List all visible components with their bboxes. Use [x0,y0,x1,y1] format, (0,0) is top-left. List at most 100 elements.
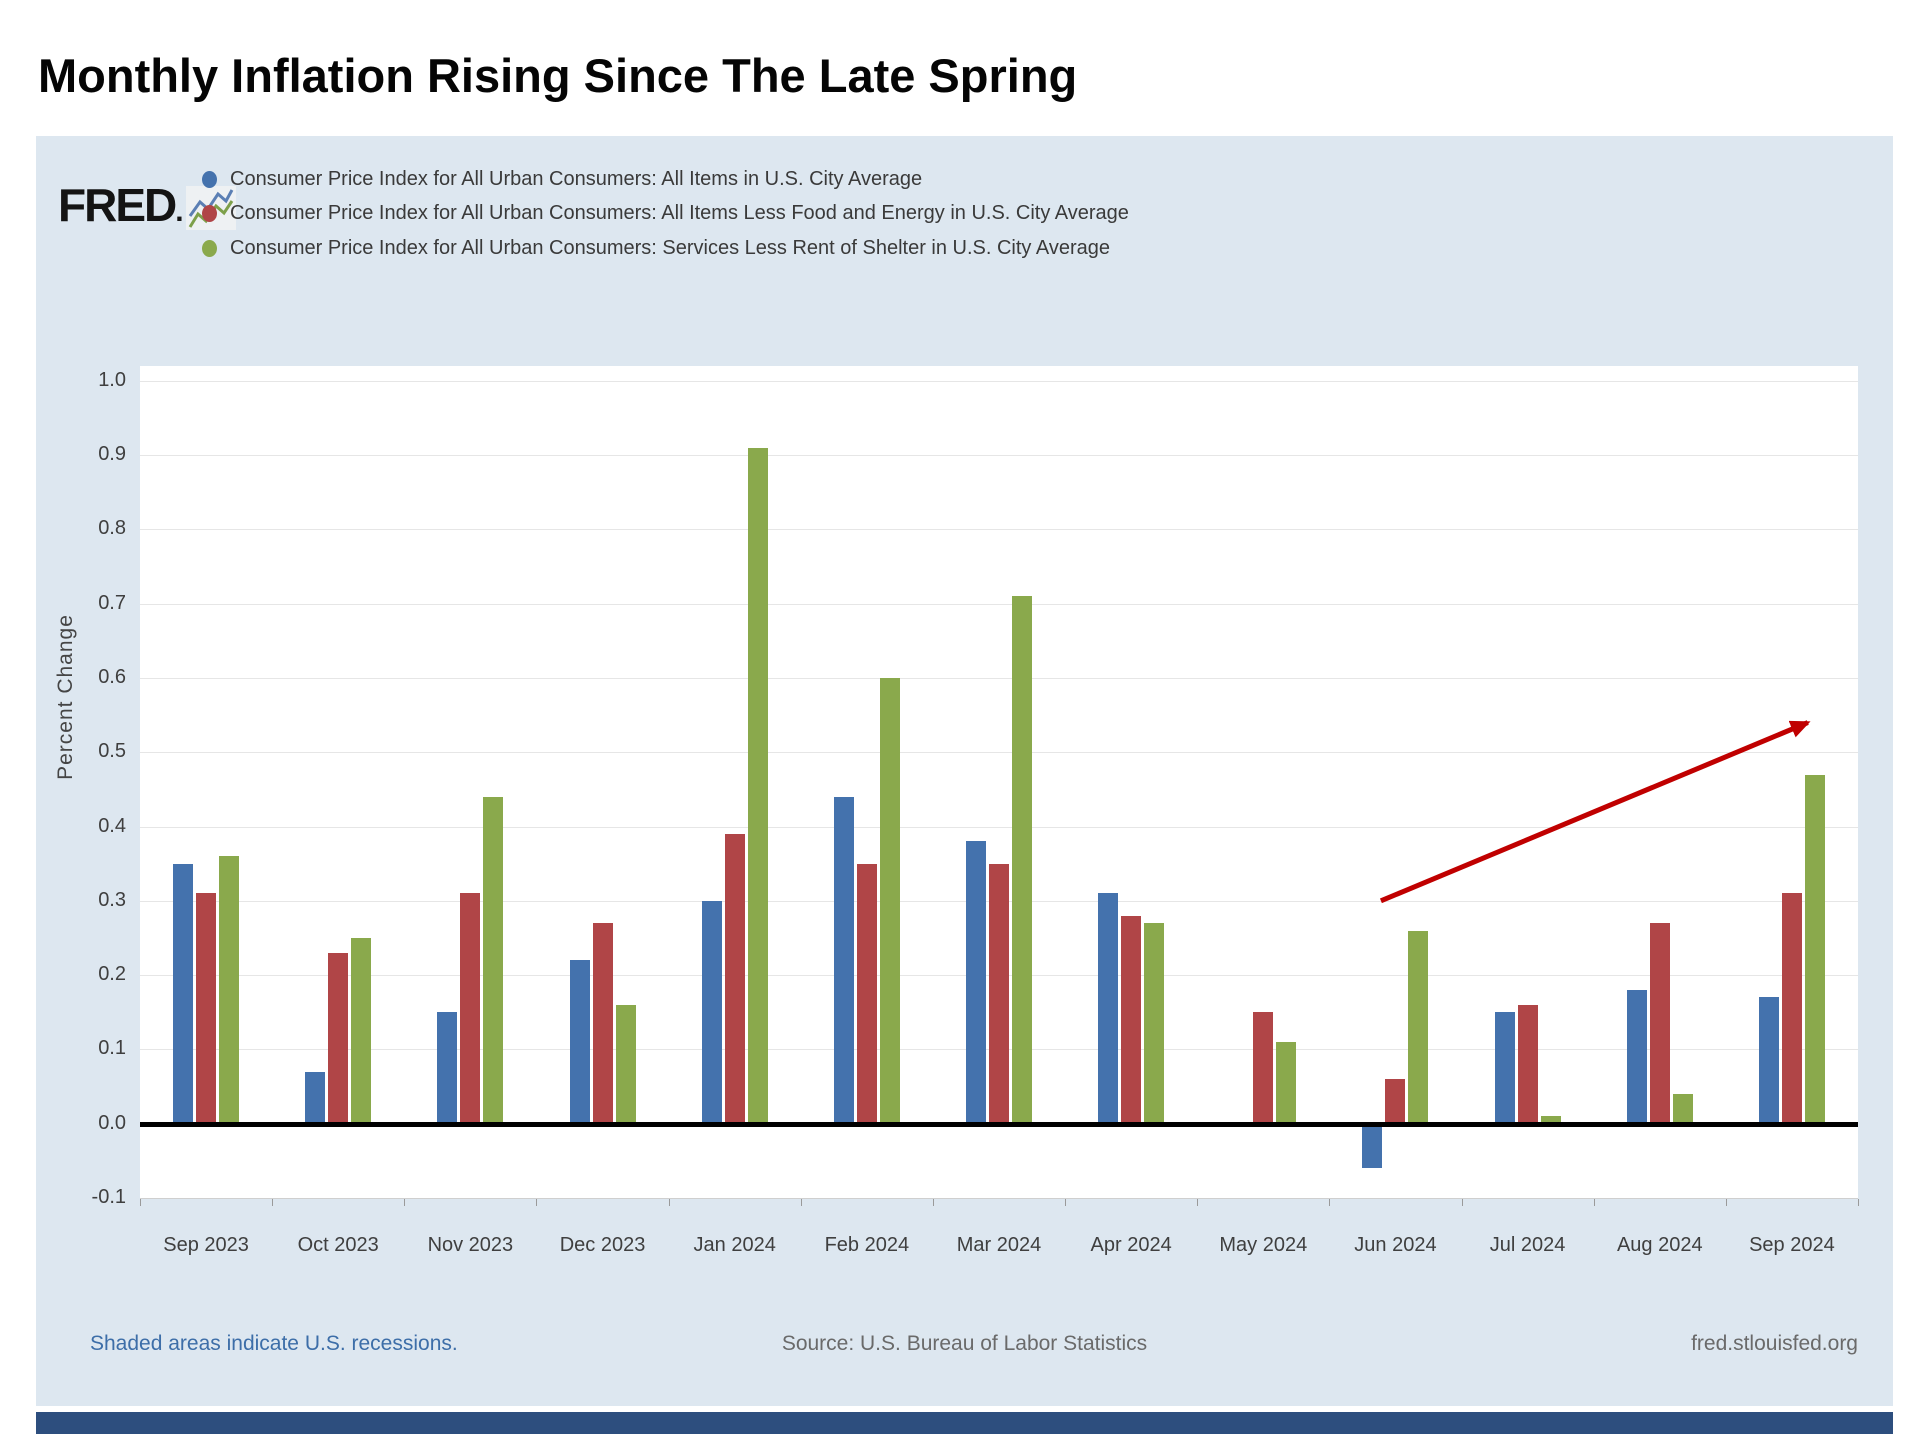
recessions-note-link[interactable]: Shaded areas indicate U.S. recessions. [90,1332,458,1355]
bar-apr-2024[interactable] [1121,915,1142,1124]
x-axis-tick [536,1199,538,1206]
x-axis-tick [1329,1199,1331,1206]
bar-jun-2024[interactable] [1362,1123,1383,1169]
bar-oct-2023[interactable] [328,952,349,1124]
gridline [140,826,1858,828]
x-tick-label: Sep 2023 [163,1234,249,1256]
source-note: Source: U.S. Bureau of Labor Statistics [781,1332,1148,1355]
gridline [140,603,1858,605]
bar-feb-2024[interactable] [833,796,854,1124]
bar-sep-2023[interactable] [196,893,217,1124]
bar-sep-2024[interactable] [1804,774,1825,1124]
x-axis-tick [404,1199,406,1206]
x-axis-tick [1858,1199,1859,1206]
x-axis-tick [1065,1199,1067,1206]
bar-may-2024[interactable] [1276,1042,1297,1124]
x-tick-label: Mar 2024 [956,1234,1042,1256]
bar-aug-2024[interactable] [1649,923,1670,1124]
bar-jun-2024[interactable] [1408,930,1429,1124]
bar-jul-2024[interactable] [1540,1116,1561,1124]
bar-sep-2024[interactable] [1758,997,1779,1124]
bar-jan-2024[interactable] [724,834,745,1124]
legend-dot-icon [202,205,217,223]
y-tick-label: 0.0 [98,1111,126,1134]
bar-dec-2023[interactable] [569,960,590,1124]
x-tick-label: Jul 2024 [1489,1234,1566,1256]
x-axis-tick [668,1199,670,1206]
bar-jun-2024[interactable] [1385,1079,1406,1124]
bar-jul-2024[interactable] [1517,1004,1538,1124]
y-tick-label: 0.2 [98,963,126,986]
bar-feb-2024[interactable] [856,863,877,1124]
fred-url-link[interactable]: fred.stlouisfed.org [1691,1332,1858,1355]
x-tick-label: Jan 2024 [693,1234,776,1256]
bar-sep-2023[interactable] [219,856,240,1124]
legend-item-label: Consumer Price Index for All Urban Consu… [230,167,923,190]
x-tick-label: Aug 2024 [1616,1234,1703,1256]
x-tick-label: Apr 2024 [1090,1234,1172,1256]
x-axis-tick [1725,1199,1727,1206]
y-axis-title: Percent Change [54,614,77,780]
x-tick-label: Jun 2024 [1354,1234,1437,1256]
gridline [140,455,1858,457]
bar-may-2024[interactable] [1253,1012,1274,1124]
y-tick-label: 0.3 [98,888,126,911]
legend-item-label: Consumer Price Index for All Urban Consu… [230,236,1111,259]
legend-item-label: Consumer Price Index for All Urban Consu… [230,202,1129,225]
x-axis-tick [932,1199,934,1206]
x-axis-tick [140,1199,141,1206]
legend-dot-icon [202,170,217,188]
bar-dec-2023[interactable] [592,923,613,1124]
x-axis-tick [1197,1199,1199,1206]
x-tick-label: Sep 2024 [1749,1234,1835,1256]
bar-apr-2024[interactable] [1144,923,1165,1124]
x-axis-tick [272,1199,274,1206]
y-tick-label: 0.6 [98,666,126,688]
x-tick-label: Nov 2023 [427,1234,514,1256]
fred-logo-text: FRED [58,182,182,228]
bar-feb-2024[interactable] [879,678,900,1124]
bar-mar-2024[interactable] [989,863,1009,1124]
bar-jan-2024[interactable] [747,447,768,1124]
bar-nov-2023[interactable] [460,893,481,1124]
gridline [140,380,1858,382]
bar-nov-2023[interactable] [437,1012,458,1124]
legend-item[interactable]: Consumer Price Index for All Urban Consu… [202,231,1129,266]
bar-sep-2024[interactable] [1781,893,1802,1124]
x-tick-label: Dec 2023 [559,1234,646,1256]
bar-jan-2024[interactable] [701,900,722,1124]
bar-oct-2023[interactable] [305,1071,326,1124]
zero-axis-line [140,1121,1858,1127]
gridline [140,752,1858,754]
legend-item[interactable]: Consumer Price Index for All Urban Consu… [202,162,1129,197]
y-tick-label: -0.1 [91,1186,126,1208]
y-tick-label: 1.0 [98,368,126,391]
gridline [140,678,1858,679]
y-tick-label: 0.1 [98,1037,126,1060]
bar-nov-2023[interactable] [483,796,504,1124]
bar-mar-2024[interactable] [966,841,986,1124]
bar-aug-2024[interactable] [1626,990,1647,1124]
x-tick-label: Oct 2023 [297,1234,379,1256]
bar-apr-2024[interactable] [1098,893,1119,1124]
bar-dec-2023[interactable] [615,1004,636,1124]
bar-jul-2024[interactable] [1494,1012,1515,1124]
y-tick-label: 0.9 [98,443,126,466]
x-tick-label: May 2024 [1219,1234,1308,1256]
x-axis-tick [800,1199,802,1206]
bar-oct-2023[interactable] [351,938,372,1124]
chart-legend: Consumer Price Index for All Urban Consu… [202,162,1129,266]
legend-item[interactable]: Consumer Price Index for All Urban Consu… [202,197,1129,232]
y-tick-label: 0.5 [98,740,126,763]
page-title: Monthly Inflation Rising Since The Late … [38,49,1078,102]
bottom-bar [36,1412,1893,1434]
x-tick-label: Feb 2024 [824,1234,910,1256]
bar-sep-2023[interactable] [173,863,194,1124]
legend-dot-icon [202,239,217,257]
bar-aug-2024[interactable] [1672,1094,1693,1124]
fred-chart-frame: FRED Consumer Price Index for All Urban … [36,136,1893,1406]
plot-area [140,366,1858,1199]
x-axis-tick [1593,1199,1595,1206]
y-tick-label: 0.4 [98,814,126,837]
bar-mar-2024[interactable] [1012,596,1032,1124]
